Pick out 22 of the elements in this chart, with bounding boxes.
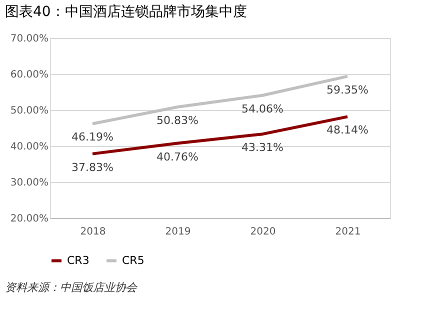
data-label: 37.83%	[72, 160, 114, 174]
chart-title: 图表40：中国酒店连锁品牌市场集中度	[5, 4, 247, 20]
y-tick-label: 40.00%	[10, 142, 48, 152]
data-label: 48.14%	[326, 124, 368, 137]
y-tick-label: 30.00%	[10, 178, 48, 188]
y-tick-label: 20.00%	[10, 214, 48, 224]
x-tick-label: 2018	[80, 226, 106, 238]
y-tick-label: 60.00%	[10, 70, 48, 80]
y-tick-label: 70.00%	[10, 34, 48, 44]
legend-label: CR3	[67, 254, 90, 267]
x-tick-label: 2021	[335, 226, 361, 238]
legend-label: CR5	[122, 254, 144, 267]
text: 资料来源：中国饭店业协会	[5, 281, 138, 294]
data-label: 43.31%	[242, 141, 284, 154]
data-label: 46.19%	[72, 130, 114, 144]
x-tick-label: 2019	[165, 226, 191, 238]
data-label: 54.06%	[242, 102, 284, 116]
y-tick-label: 50.00%	[10, 106, 48, 116]
x-tick-label: 2020	[250, 226, 276, 238]
data-label: 59.35%	[326, 83, 368, 96]
data-label: 40.76%	[156, 150, 198, 164]
data-label: 50.83%	[156, 114, 198, 128]
